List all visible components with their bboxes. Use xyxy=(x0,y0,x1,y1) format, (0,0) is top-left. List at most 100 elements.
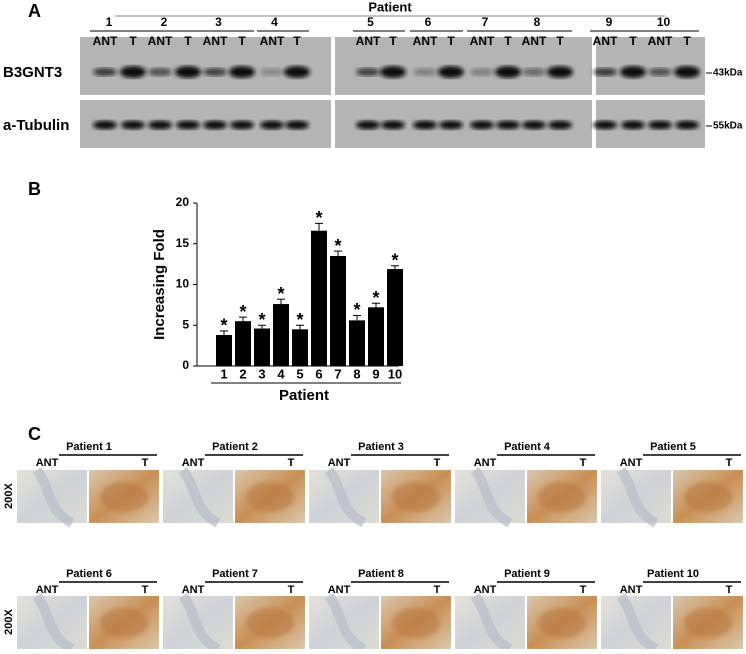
panel-title: Patient 3 xyxy=(358,441,404,453)
lane-label: ANT xyxy=(328,584,351,596)
lane-label: ANT xyxy=(593,34,618,48)
protein-name: a-Tubulin xyxy=(3,117,69,134)
lane-label: ANT xyxy=(522,34,547,48)
band xyxy=(121,120,145,130)
bar xyxy=(311,230,327,366)
panel-title: Patient 4 xyxy=(504,441,551,453)
y-tick-label: 0 xyxy=(182,358,189,372)
patient-number: 3 xyxy=(215,15,222,29)
bar xyxy=(387,269,403,366)
patient-number: 7 xyxy=(482,15,489,29)
lane-label: T xyxy=(726,457,733,469)
x-tick-label: 1 xyxy=(220,366,227,381)
x-tick-label: 5 xyxy=(296,366,303,381)
tumor-nest xyxy=(392,608,440,638)
tumor-nest xyxy=(246,608,294,638)
patient-number: 5 xyxy=(367,15,374,29)
patient-number: 9 xyxy=(606,15,613,29)
lane-label: T xyxy=(434,584,441,596)
band xyxy=(284,66,310,78)
x-tick-label: 4 xyxy=(277,366,285,381)
lane-label: T xyxy=(434,457,441,469)
significance: * xyxy=(372,288,379,308)
lane-label: T xyxy=(556,34,564,48)
tissue-edge xyxy=(470,467,513,528)
magnification: 200X xyxy=(3,482,15,508)
tumor-nest xyxy=(100,482,148,512)
band xyxy=(381,120,405,130)
lane-label: ANT xyxy=(203,34,228,48)
tumor-nest xyxy=(538,482,586,512)
x-tick-label: 8 xyxy=(353,366,360,381)
lane-label: T xyxy=(683,34,691,48)
lane-label: T xyxy=(288,457,295,469)
tumor-nest xyxy=(684,482,732,512)
lane-label: ANT xyxy=(648,34,673,48)
tissue-edge xyxy=(178,593,221,654)
band xyxy=(470,120,494,130)
bar xyxy=(292,329,308,366)
y-axis-label: Increasing Fold xyxy=(151,229,168,340)
lane-label: T xyxy=(142,457,149,469)
band xyxy=(675,120,699,130)
band xyxy=(522,68,546,76)
band xyxy=(495,66,521,78)
tumor-nest xyxy=(538,608,586,638)
magnification: 200X xyxy=(3,608,15,634)
lane-label: ANT xyxy=(93,34,118,48)
protein-size: 43kDa xyxy=(713,68,743,79)
band xyxy=(413,68,437,76)
lane-label: T xyxy=(142,584,149,596)
band xyxy=(148,120,172,130)
panel-title: Patient 7 xyxy=(212,568,258,580)
band xyxy=(203,120,227,130)
patient-number: 4 xyxy=(271,15,278,29)
band xyxy=(438,66,464,78)
band xyxy=(175,66,201,78)
x-tick-label: 9 xyxy=(372,366,379,381)
tissue-edge xyxy=(324,467,367,528)
band xyxy=(203,68,227,76)
significance: * xyxy=(353,300,360,320)
blot xyxy=(596,37,705,95)
patient-number: 1 xyxy=(106,15,113,29)
panel-title: Patient 1 xyxy=(66,441,112,453)
lane-label: ANT xyxy=(36,457,59,469)
blot xyxy=(335,37,592,95)
lane-label: T xyxy=(184,34,192,48)
lane-label: ANT xyxy=(474,457,497,469)
protein-name: B3GNT3 xyxy=(3,64,62,81)
bar xyxy=(368,307,384,366)
lane-label: ANT xyxy=(356,34,381,48)
y-tick-label: 10 xyxy=(176,277,190,291)
band xyxy=(439,120,463,130)
lane-label: T xyxy=(580,584,587,596)
blot xyxy=(80,37,331,95)
lane-label: ANT xyxy=(328,457,351,469)
bar xyxy=(349,320,365,366)
panel-label: C xyxy=(28,424,41,444)
band xyxy=(120,66,146,78)
patient-number: 6 xyxy=(425,15,432,29)
band xyxy=(356,120,380,130)
lane-label: ANT xyxy=(148,34,173,48)
tissue-edge xyxy=(616,593,659,654)
x-tick-label: 6 xyxy=(315,366,322,381)
panel-label: B xyxy=(28,179,41,199)
band xyxy=(593,120,617,130)
band xyxy=(470,68,494,76)
band xyxy=(522,120,546,130)
x-tick-label: 2 xyxy=(239,366,246,381)
significance: * xyxy=(391,251,398,271)
tissue-edge xyxy=(178,467,221,528)
lane-label: ANT xyxy=(620,457,643,469)
tissue-edge xyxy=(324,593,367,654)
lane-label: T xyxy=(447,34,455,48)
significance: * xyxy=(277,284,284,304)
lane-label: ANT xyxy=(260,34,285,48)
patient-number: 2 xyxy=(161,15,168,29)
bar xyxy=(273,304,289,366)
band xyxy=(93,68,117,76)
patient-title: Patient xyxy=(368,0,412,14)
